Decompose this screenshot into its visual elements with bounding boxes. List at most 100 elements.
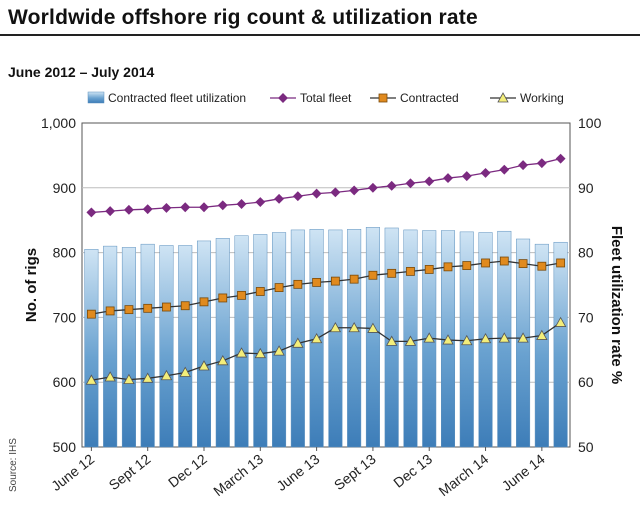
y-tick-label: 900 <box>53 180 77 196</box>
point-working <box>404 335 417 346</box>
bar-utilization <box>328 229 343 448</box>
x-tick-label: March 13 <box>210 451 266 500</box>
point-total-fleet <box>86 207 97 218</box>
point-contracted <box>368 270 378 280</box>
legend-label: Working <box>520 91 564 105</box>
point-total-fleet <box>405 178 416 189</box>
point-working <box>517 332 529 343</box>
point-total-fleet <box>367 182 378 193</box>
point-contracted <box>518 259 528 269</box>
point-contracted <box>255 287 265 296</box>
point-working <box>273 345 285 356</box>
point-contracted <box>143 303 153 313</box>
point-contracted <box>124 305 134 315</box>
legend-marker-working <box>497 92 509 103</box>
point-working <box>179 366 191 377</box>
point-total-fleet <box>499 164 510 175</box>
bar-utilization <box>178 245 193 448</box>
point-total-fleet <box>292 191 303 202</box>
point-total-fleet <box>443 173 453 184</box>
point-contracted <box>499 256 509 266</box>
y-tick-label: 700 <box>53 309 77 325</box>
bar-utilization <box>272 232 287 448</box>
x-tick-label: March 14 <box>436 451 492 500</box>
point-contracted <box>180 301 190 311</box>
point-working <box>160 369 173 381</box>
point-contracted <box>218 293 228 303</box>
y-axis-title: No. of rigs <box>23 248 40 322</box>
point-working <box>367 322 379 333</box>
point-total-fleet <box>461 171 472 182</box>
point-contracted <box>424 265 434 274</box>
point-contracted <box>462 261 472 270</box>
point-contracted <box>162 302 171 312</box>
bar-utilization <box>103 245 118 448</box>
y2-tick-label: 70 <box>578 309 594 325</box>
bar-utilization <box>516 238 531 448</box>
point-total-fleet <box>217 200 228 211</box>
point-contracted <box>443 262 453 272</box>
legend-label: Contracted fleet utilization <box>108 91 246 105</box>
source-note: Source: IHS <box>8 438 19 492</box>
y2-axis-title: Fleet utilization rate % <box>608 226 625 384</box>
point-working <box>292 337 304 348</box>
point-total-fleet <box>199 202 209 213</box>
point-contracted <box>199 297 209 307</box>
point-working <box>329 321 342 333</box>
point-working <box>461 334 473 346</box>
point-total-fleet <box>536 158 547 169</box>
point-total-fleet <box>274 193 285 204</box>
point-total-fleet <box>255 197 266 208</box>
chart-title: Worldwide offshore rig count & utilizati… <box>8 6 478 29</box>
y-tick-label: 500 <box>53 439 77 455</box>
y2-tick-label: 90 <box>578 180 594 196</box>
point-contracted <box>274 283 284 292</box>
point-total-fleet <box>518 160 529 171</box>
point-total-fleet <box>123 204 134 215</box>
y2-tick-label: 100 <box>578 115 602 131</box>
point-working <box>386 335 398 346</box>
bar-utilization <box>347 229 362 448</box>
y-tick-label: 800 <box>53 245 77 261</box>
bar-utilization <box>234 235 249 448</box>
point-total-fleet <box>386 180 397 191</box>
point-total-fleet <box>424 176 435 187</box>
x-tick-label: June 12 <box>48 451 97 494</box>
point-contracted <box>349 274 359 284</box>
point-working <box>554 316 567 327</box>
point-total-fleet <box>180 202 191 213</box>
point-contracted <box>293 279 303 289</box>
legend-label: Contracted <box>400 91 459 105</box>
x-tick-label: Sept 13 <box>331 451 379 493</box>
y-tick-label: 600 <box>53 374 77 390</box>
point-total-fleet <box>311 188 322 199</box>
x-tick-label: Dec 13 <box>390 451 435 491</box>
point-working <box>235 347 248 358</box>
point-working <box>498 332 510 343</box>
point-working <box>104 371 116 382</box>
point-total-fleet <box>236 199 247 209</box>
point-working <box>536 329 548 340</box>
point-total-fleet <box>105 206 116 217</box>
point-total-fleet <box>480 167 491 178</box>
point-contracted <box>330 276 340 286</box>
bar-utilization <box>159 245 174 448</box>
x-tick-label: Sept 12 <box>106 451 154 493</box>
point-contracted <box>406 266 415 276</box>
point-total-fleet <box>330 187 341 198</box>
point-working <box>198 360 210 371</box>
bar-utilization <box>215 238 230 448</box>
y2-tick-label: 80 <box>578 245 594 261</box>
bar-utilization <box>534 243 549 448</box>
point-contracted <box>556 258 566 268</box>
point-total-fleet <box>142 204 153 215</box>
bar-utilization <box>253 234 268 448</box>
point-contracted <box>481 258 490 268</box>
point-working <box>123 373 135 385</box>
bar-utilization <box>84 249 99 448</box>
point-working <box>310 332 323 344</box>
point-working <box>254 347 266 359</box>
legend-marker-total-fleet <box>278 93 288 103</box>
point-total-fleet <box>349 185 360 196</box>
